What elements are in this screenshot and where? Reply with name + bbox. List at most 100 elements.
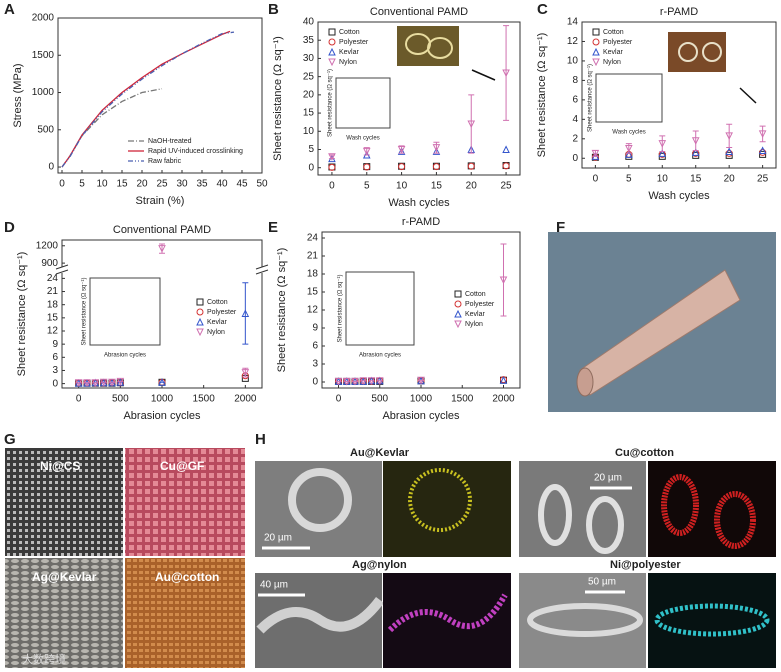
marker [367, 377, 376, 385]
panel-letter: E [268, 219, 278, 236]
marker [725, 151, 733, 159]
marker [432, 144, 441, 152]
x-tick-label: 1500 [193, 394, 216, 405]
marker [432, 147, 441, 155]
x-tick-label: 0 [76, 394, 82, 405]
image-label: Cu@cotton [615, 447, 674, 459]
marker [625, 150, 633, 158]
y-tick-label: 12 [567, 36, 579, 47]
legend-marker [328, 28, 336, 36]
scale-bar-label: 40 µm [260, 580, 288, 591]
marker [625, 145, 633, 153]
y-tick-label: 10 [303, 126, 315, 137]
x-axis-label: Strain (%) [136, 195, 185, 207]
x-tick-label: 10 [396, 181, 408, 192]
legend-label: Kevlar [603, 49, 624, 56]
legend-marker [196, 308, 204, 316]
series-line [61, 30, 231, 168]
y-tick-label: 24 [307, 233, 319, 244]
marker [328, 153, 336, 161]
legend-label: Cotton [465, 291, 486, 298]
legend-label: Nylon [339, 59, 357, 66]
marker [725, 132, 733, 140]
sem-image [255, 461, 382, 557]
y-tick-label: 1000 [32, 87, 55, 98]
sem-feature [538, 484, 572, 546]
sem-image [519, 461, 646, 557]
inset-y-label: Sheet resistance (Ω sq⁻¹) [82, 277, 88, 345]
roll-end [576, 367, 594, 397]
y-tick-label: 18 [307, 269, 319, 280]
marker [658, 149, 667, 157]
inset-x-label: Abrasion cycles [104, 353, 146, 359]
arrow [739, 87, 757, 104]
marker [397, 146, 406, 154]
inset-x-label: Wash cycles [346, 136, 379, 142]
legend-label: Cotton [207, 299, 228, 306]
fabric-image [5, 448, 123, 556]
inset-x-label: Abrasion cycles [359, 353, 401, 359]
y-axis-label: Sheet resistance (Ω sq⁻¹) [276, 248, 288, 373]
error-bar [242, 282, 249, 345]
scale-bar-label: 20 µm [594, 473, 622, 484]
marker [328, 163, 336, 171]
y-tick-label: 15 [303, 108, 315, 119]
chart-title: Conventional PAMD [370, 6, 468, 18]
marker [363, 163, 371, 171]
series-line [61, 31, 235, 168]
y-tick-label: 25 [303, 71, 315, 82]
image-label: Ni@CS [40, 459, 80, 473]
x-tick-label: 20 [466, 181, 478, 192]
legend-marker [592, 28, 600, 36]
y-tick-label: 9 [52, 339, 58, 350]
micrograph-feature [427, 37, 453, 59]
x-tick-label: 0 [593, 174, 599, 185]
y-tick-label: 8 [572, 75, 578, 86]
arrow [471, 69, 496, 81]
x-tick-label: 0 [59, 179, 65, 190]
error-bar [503, 25, 510, 121]
inset-y-label: Sheet resistance (Ω sq⁻¹) [328, 69, 334, 137]
image-label: Cu@GF [160, 459, 204, 473]
y-tick-label: 9 [312, 323, 318, 334]
axis-break [255, 264, 269, 275]
y-tick-label: 0 [308, 162, 314, 173]
marker [499, 376, 508, 384]
axis-break [256, 267, 268, 273]
map-feature [714, 491, 756, 549]
inset-x-label: Wash cycles [612, 130, 645, 136]
marker [499, 276, 508, 285]
inset-frame [89, 277, 161, 346]
error-bar [500, 243, 507, 317]
marker [351, 377, 359, 386]
y-tick-label: 1200 [36, 240, 59, 251]
legend-label: Nylon [603, 59, 621, 66]
x-tick-label: 15 [116, 179, 128, 190]
map-feature [654, 603, 770, 637]
x-tick-label: 45 [236, 179, 248, 190]
x-tick-label: 5 [364, 181, 370, 192]
x-tick-label: 10 [96, 179, 108, 190]
sem-image [519, 573, 646, 668]
legend-marker [328, 47, 336, 56]
x-tick-label: 15 [431, 181, 443, 192]
x-tick-label: 0 [329, 181, 335, 192]
axis-break [56, 267, 68, 273]
legend-marker [454, 290, 462, 298]
plot-frame [581, 21, 777, 169]
legend-label: Raw fabric [148, 158, 182, 165]
inset-y-label: Sheet resistance (Ω sq⁻¹) [588, 64, 594, 132]
y-tick-label: 21 [47, 286, 59, 297]
error-bar [468, 94, 475, 154]
marker [398, 163, 406, 171]
x-tick-label: 15 [690, 174, 702, 185]
sem-feature [288, 468, 352, 532]
marker [158, 378, 166, 386]
y-tick-label: 40 [303, 17, 315, 28]
watermark: 大数跨境 [22, 652, 66, 666]
panel-letter: H [255, 431, 266, 448]
x-tick-label: 40 [216, 179, 228, 190]
y-tick-label: 1500 [32, 50, 55, 61]
y-tick-label: 0 [48, 162, 54, 173]
y-tick-label: 3 [52, 365, 58, 376]
